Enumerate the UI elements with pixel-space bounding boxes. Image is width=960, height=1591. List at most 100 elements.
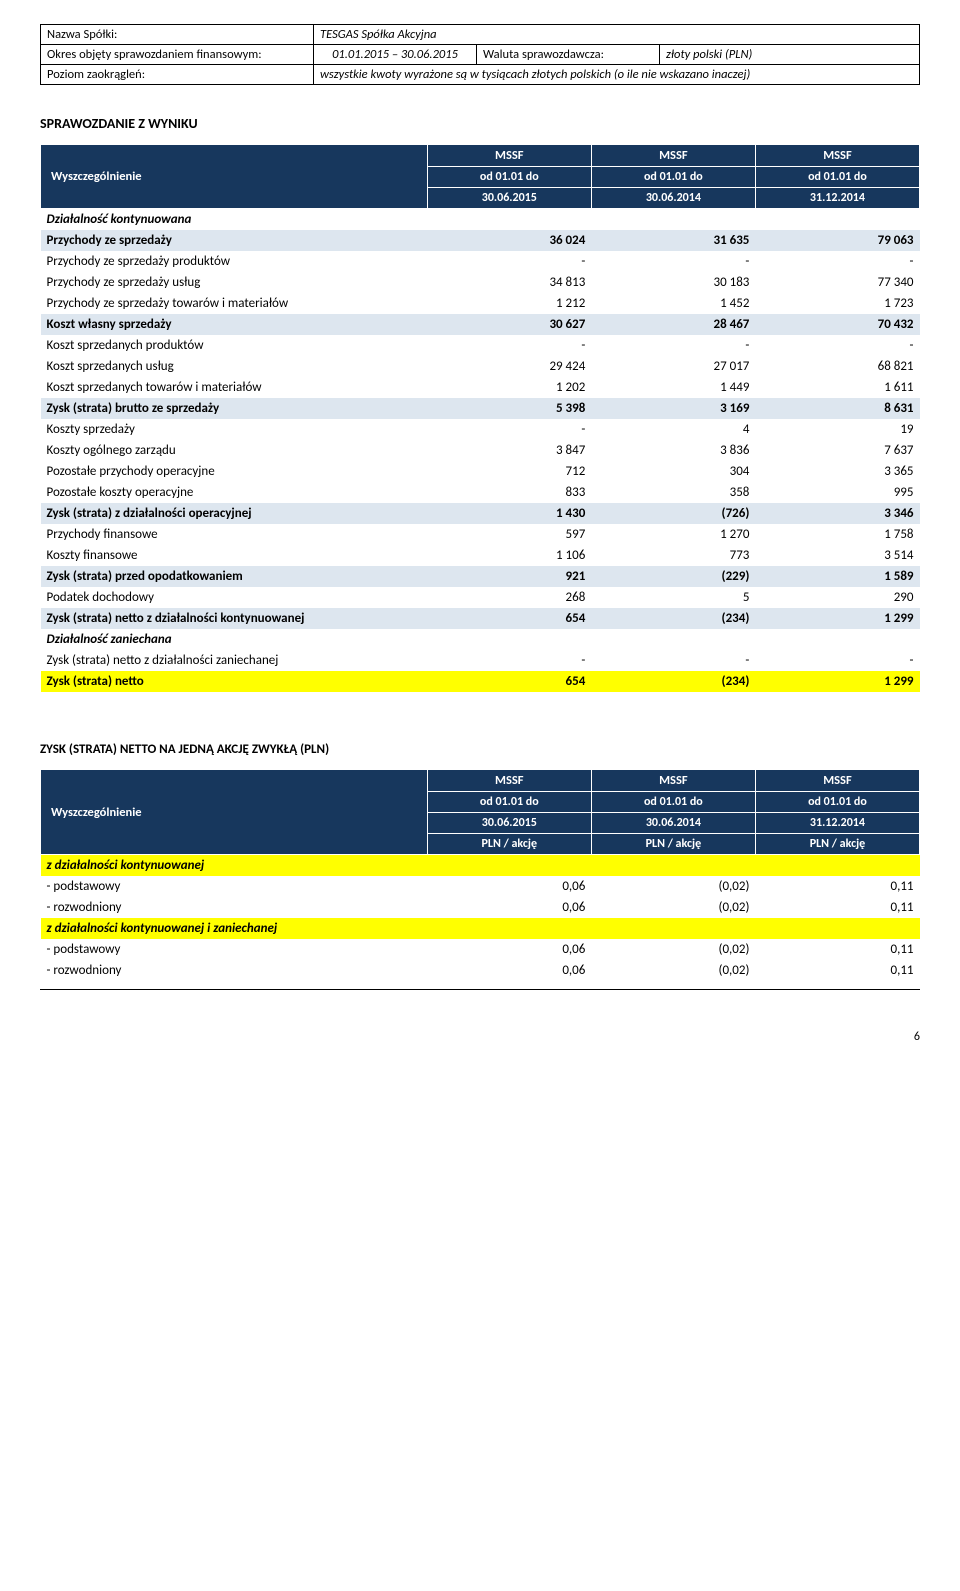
row-value: 3 346 [755,503,919,524]
footer-rule [40,989,920,990]
table-row: Koszty sprzedaży-419 [41,419,920,440]
table-row: Zysk (strata) netto654(234)1 299 [41,671,920,692]
row-value: 1 202 [427,377,591,398]
table-row: Pozostałe koszty operacyjne833358995 [41,482,920,503]
row-value: 1 430 [427,503,591,524]
table-row: Koszt sprzedanych produktów--- [41,335,920,356]
col-sub: od 01.01 do [755,167,919,188]
row-value: 3 365 [755,461,919,482]
row-value: (234) [591,671,755,692]
table-row: Zysk (strata) brutto ze sprzedaży5 3983 … [41,398,920,419]
table-row: - rozwodniony0,06(0,02)0,11 [41,897,920,918]
col-unit: PLN / akcję [427,834,591,855]
row-value [427,918,591,939]
row-value [591,918,755,939]
row-value [591,209,755,231]
hdr-label: Nazwa Spółki: [41,25,314,45]
row-value [591,629,755,650]
col-sub: od 01.01 do [591,792,755,813]
row-value: 1 611 [755,377,919,398]
table-row: Podatek dochodowy2685290 [41,587,920,608]
row-label: - rozwodniony [41,960,428,981]
row-value: (0,02) [591,939,755,960]
row-value: 70 432 [755,314,919,335]
page: Nazwa Spółki: TESGAS Spółka Akcyjna Okre… [0,0,960,1084]
table-row: Działalność kontynuowana [41,209,920,231]
row-label: Przychody ze sprzedaży produktów [41,251,428,272]
row-label: Koszt sprzedanych produktów [41,335,428,356]
row-label: Zysk (strata) z działalności operacyjnej [41,503,428,524]
row-value [755,209,919,231]
row-label: Zysk (strata) przed opodatkowaniem [41,566,428,587]
row-value: (0,02) [591,897,755,918]
row-value: 5 398 [427,398,591,419]
col-sub: 31.12.2014 [755,813,919,834]
table-row: z działalności kontynuowanej i zaniechan… [41,918,920,939]
row-value: 358 [591,482,755,503]
row-value: 1 449 [591,377,755,398]
row-value: 0,11 [755,876,919,897]
row-value: (726) [591,503,755,524]
row-value: 77 340 [755,272,919,293]
header-table: Nazwa Spółki: TESGAS Spółka Akcyjna Okre… [40,24,920,85]
row-value: 1 299 [755,671,919,692]
row-value: 304 [591,461,755,482]
table-row: z działalności kontynuowanej [41,855,920,877]
table-row: Koszt sprzedanych usług29 42427 01768 82… [41,356,920,377]
table-row: Koszt sprzedanych towarów i materiałów1 … [41,377,920,398]
row-label: - podstawowy [41,876,428,897]
col-sub: 31.12.2014 [755,188,919,209]
row-label: Zysk (strata) brutto ze sprzedaży [41,398,428,419]
row-value: 597 [427,524,591,545]
col-unit: PLN / akcję [755,834,919,855]
table-row: Przychody ze sprzedaży produktów--- [41,251,920,272]
row-value: 0,11 [755,939,919,960]
col-mssf: MSSF [591,145,755,167]
col-mssf: MSSF [755,145,919,167]
table-row: Przychody finansowe5971 2701 758 [41,524,920,545]
row-value: 0,06 [427,939,591,960]
row-label: Przychody ze sprzedaży [41,230,428,251]
row-value: 28 467 [591,314,755,335]
row-value: - [755,251,919,272]
row-value: 654 [427,671,591,692]
hdr-period: 01.01.2015 – 30.06.2015 [314,45,477,65]
row-value: 0,11 [755,960,919,981]
row-label: z działalności kontynuowanej [41,855,428,877]
row-value: 19 [755,419,919,440]
row-value: 4 [591,419,755,440]
hdr-currency-label: Waluta sprawozdawcza: [477,45,660,65]
page-number: 6 [40,1030,920,1044]
table-row: - podstawowy0,06(0,02)0,11 [41,876,920,897]
row-label: Działalność kontynuowana [41,209,428,231]
col-mssf: MSSF [427,770,591,792]
row-label: Koszty sprzedaży [41,419,428,440]
row-value: (0,02) [591,960,755,981]
row-label: Zysk (strata) netto z działalności zanie… [41,650,428,671]
row-label: Koszt sprzedanych usług [41,356,428,377]
row-label: Podatek dochodowy [41,587,428,608]
col-sub: od 01.01 do [427,167,591,188]
row-value: 27 017 [591,356,755,377]
table-row: Zysk (strata) z działalności operacyjnej… [41,503,920,524]
eps-table: Wyszczególnienie MSSF MSSF MSSF od 01.01… [40,769,920,981]
col-sub: 30.06.2014 [591,188,755,209]
row-value: - [427,335,591,356]
row-value: - [591,251,755,272]
hdr-currency: złoty polski (PLN) [660,45,920,65]
row-value: 8 631 [755,398,919,419]
row-value: - [591,650,755,671]
row-value: 1 758 [755,524,919,545]
col-mssf: MSSF [755,770,919,792]
col-sub: 30.06.2014 [591,813,755,834]
row-value: (234) [591,608,755,629]
row-value: - [755,335,919,356]
row-value: - [427,650,591,671]
table-row: Zysk (strata) netto z działalności konty… [41,608,920,629]
hdr-value: TESGAS Spółka Akcyjna [314,25,920,45]
col-sub: od 01.01 do [755,792,919,813]
row-value: (0,02) [591,876,755,897]
row-label: Przychody ze sprzedaży towarów i materia… [41,293,428,314]
hdr-label: Okres objęty sprawozdaniem finansowym: [41,45,314,65]
col-unit: PLN / akcję [591,834,755,855]
